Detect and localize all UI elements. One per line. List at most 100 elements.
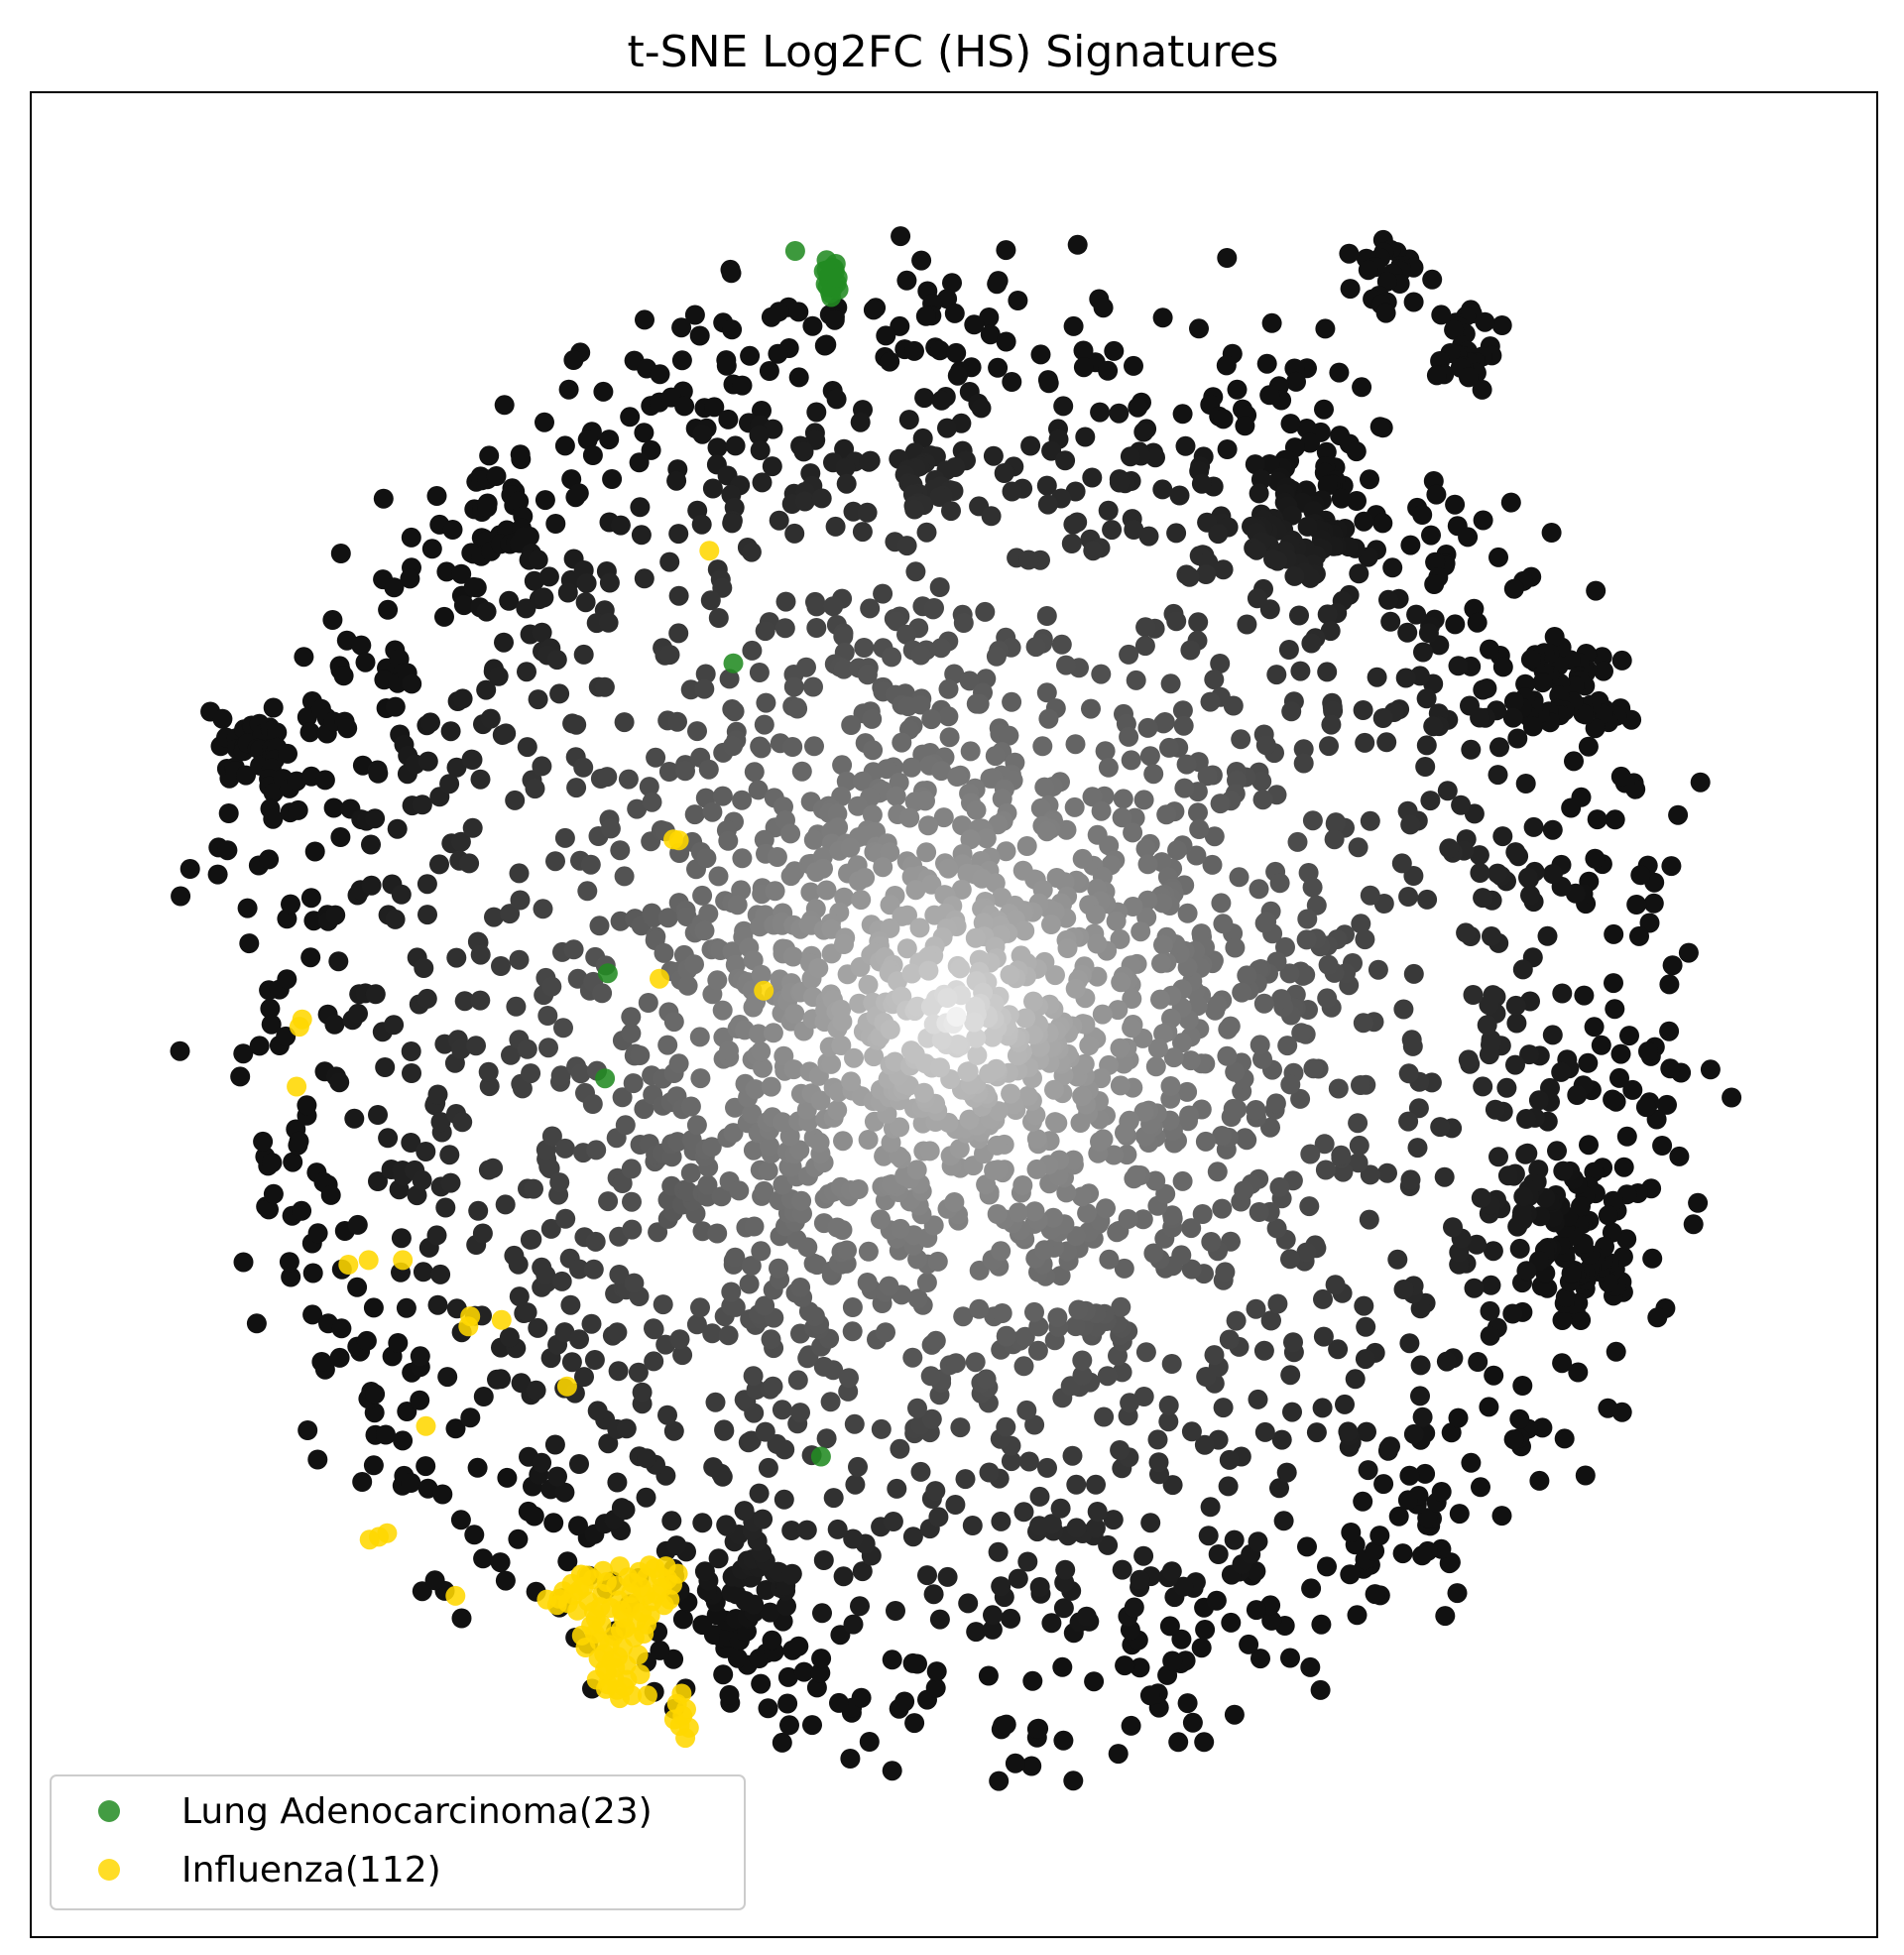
background-point — [1098, 1534, 1119, 1555]
background-point — [1103, 1510, 1124, 1530]
background-point — [721, 1582, 742, 1603]
background-point — [330, 544, 351, 563]
influenza-point — [553, 1581, 574, 1602]
background-point — [751, 738, 772, 759]
background-point — [1110, 1075, 1130, 1096]
background-point — [1216, 355, 1237, 376]
background-point — [1329, 362, 1350, 383]
influenza-point — [678, 1717, 699, 1738]
background-point — [739, 1274, 760, 1294]
background-point — [1115, 1655, 1135, 1676]
background-point — [414, 958, 434, 978]
background-point — [581, 1313, 602, 1334]
background-point — [473, 1548, 494, 1569]
background-point — [937, 1566, 958, 1587]
background-point — [876, 1322, 895, 1343]
background-point — [836, 473, 857, 494]
background-point — [959, 671, 980, 691]
background-point — [923, 1584, 944, 1605]
background-point — [281, 894, 300, 915]
background-point — [904, 1713, 925, 1734]
background-point — [810, 1090, 831, 1111]
background-point — [429, 854, 449, 875]
background-point — [1489, 737, 1509, 758]
background-point — [1313, 1326, 1334, 1347]
background-point — [824, 309, 845, 330]
background-point — [967, 1044, 988, 1065]
background-point — [850, 1596, 870, 1617]
background-point — [1208, 1544, 1229, 1564]
influenza-point — [590, 1597, 611, 1618]
background-point — [677, 1181, 698, 1202]
background-point — [434, 606, 454, 627]
background-point — [905, 880, 926, 901]
background-point — [880, 917, 900, 938]
background-point — [1283, 1332, 1303, 1353]
background-point — [1145, 1056, 1166, 1077]
background-point — [929, 487, 950, 507]
influenza-point — [699, 541, 720, 561]
background-point — [844, 1413, 865, 1434]
background-point — [1287, 831, 1308, 852]
background-point — [1263, 549, 1283, 569]
background-point — [1445, 494, 1466, 515]
background-point — [1622, 1079, 1643, 1100]
background-point — [1375, 303, 1396, 323]
background-point — [758, 1161, 778, 1181]
background-point — [1360, 810, 1380, 831]
background-point — [1158, 1395, 1179, 1415]
influenza-point — [636, 1585, 655, 1605]
background-point — [1094, 1406, 1115, 1427]
background-point — [1122, 989, 1142, 1009]
background-point — [1328, 1078, 1349, 1099]
background-point — [854, 638, 875, 658]
background-point — [1168, 1732, 1189, 1753]
background-point — [953, 1306, 974, 1327]
background-point — [534, 587, 554, 608]
background-point — [929, 340, 950, 361]
background-point — [1112, 1559, 1132, 1580]
background-point — [1133, 790, 1154, 810]
background-point — [577, 881, 598, 902]
background-point — [1137, 717, 1158, 738]
background-point — [1480, 639, 1499, 660]
background-point — [1114, 1053, 1134, 1074]
background-point — [758, 1698, 778, 1719]
background-point — [1072, 1350, 1093, 1371]
background-point — [331, 1318, 352, 1339]
background-point — [1219, 1449, 1240, 1470]
background-point — [1111, 1296, 1131, 1317]
background-point — [363, 1297, 384, 1318]
background-point — [1542, 819, 1563, 840]
background-point — [1179, 1105, 1200, 1126]
background-point — [598, 612, 619, 633]
background-point — [1403, 1423, 1424, 1444]
background-point — [924, 905, 945, 925]
background-point — [416, 1142, 436, 1161]
background-point — [509, 1286, 530, 1307]
background-point — [925, 1330, 946, 1351]
background-point — [873, 583, 893, 604]
background-point — [896, 938, 917, 959]
background-point — [1172, 404, 1193, 425]
background-point — [233, 1043, 254, 1064]
background-point — [891, 226, 911, 247]
background-point — [839, 1368, 859, 1389]
influenza-point — [637, 1685, 657, 1706]
background-point — [841, 715, 862, 735]
background-point — [1605, 809, 1625, 830]
background-point — [813, 858, 833, 879]
background-point — [1161, 1354, 1182, 1374]
background-point — [1096, 1198, 1116, 1219]
background-point — [545, 851, 565, 872]
background-point — [573, 757, 594, 778]
background-point — [1041, 440, 1062, 461]
background-point — [1159, 1616, 1180, 1637]
background-point — [1502, 707, 1523, 728]
background-point — [644, 1351, 664, 1372]
background-point — [938, 706, 959, 727]
background-point — [1269, 1176, 1290, 1197]
background-point — [1399, 1465, 1420, 1486]
background-point — [1266, 1218, 1287, 1239]
background-point — [297, 1095, 317, 1116]
